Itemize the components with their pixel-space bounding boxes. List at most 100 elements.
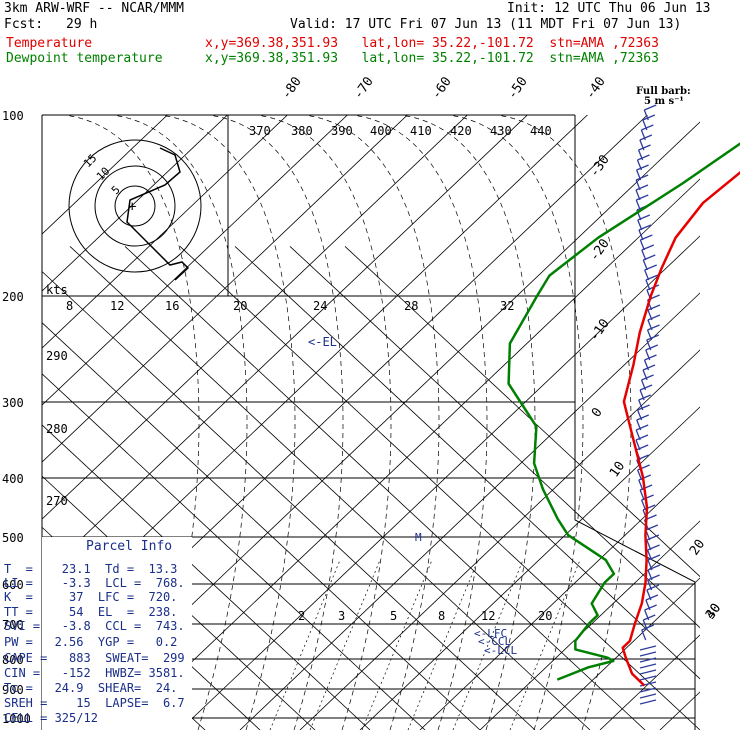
isotherm-label: 0 xyxy=(589,405,606,420)
wind-barb xyxy=(647,544,660,551)
moist-adiabat xyxy=(174,115,344,730)
wind-barb xyxy=(638,229,644,241)
isotherm-label: -40 xyxy=(583,74,609,102)
pressure-label: 200 xyxy=(2,290,24,304)
dry-adiabat xyxy=(234,246,700,680)
theta-label: 410 xyxy=(410,124,432,138)
wind-barb xyxy=(639,687,657,693)
wind-barb xyxy=(647,554,661,561)
wind-barb xyxy=(638,144,651,151)
hodograph-ring xyxy=(114,185,156,227)
wind-barb xyxy=(642,114,656,121)
wind-barb xyxy=(635,194,649,201)
wind-barb xyxy=(638,479,644,491)
hodograph-ring-label: 5 xyxy=(109,183,123,197)
isotherm xyxy=(359,406,700,730)
pressure-label: 900 xyxy=(2,683,24,697)
moist-adiabat xyxy=(366,115,536,730)
wind-barb xyxy=(641,624,654,631)
wind-barb xyxy=(645,274,659,281)
wind-speed-scale-label: 12 xyxy=(110,299,124,313)
wind-barb xyxy=(647,574,660,581)
wind-barb xyxy=(647,564,661,571)
parcel-row: CIN = -152 HWBZ= 3581. xyxy=(4,666,185,680)
init-time: Init: 12 UTC Thu 06 Jun 13 xyxy=(507,1,711,16)
moist-adiabat xyxy=(78,115,248,730)
pressure-label: 300 xyxy=(2,396,24,410)
dry-adiabat xyxy=(42,475,316,730)
parcel-row: K = 37 LFC = 720. xyxy=(4,590,178,604)
isotherm-label: 40 xyxy=(703,601,724,622)
theta-label: 440 xyxy=(530,124,552,138)
barb-legend-units: 5 m s⁻¹ xyxy=(644,96,684,107)
barb-legend-title: Full barb: xyxy=(636,86,691,97)
isotherm xyxy=(42,115,348,406)
wind-speed-scale-label: 28 xyxy=(404,299,418,313)
parcel-info-box xyxy=(42,537,192,730)
forecast-hour: 29 h xyxy=(66,17,98,32)
isotherm-label: 20 xyxy=(687,537,708,558)
dry-adiabat xyxy=(289,246,700,629)
wind-barb xyxy=(645,594,659,601)
dewpoint-location: x,y=369.38,351.93 lat,lon= 35.22,-101.72… xyxy=(205,51,659,66)
wind-barb xyxy=(638,474,652,481)
wind-speed-scale-label: 16 xyxy=(165,299,179,313)
wind-barb xyxy=(639,663,657,669)
mixing-ratio-line xyxy=(309,559,381,730)
mixing-ratio-label: 3 xyxy=(338,609,345,623)
wind-barb xyxy=(642,259,648,271)
wind-barb xyxy=(635,174,649,181)
isotherm-label: 10 xyxy=(607,459,628,480)
theta-label: 400 xyxy=(370,124,392,138)
wind-barb xyxy=(644,269,650,281)
isotherm xyxy=(119,178,700,730)
theta-label: 430 xyxy=(490,124,512,138)
forecast-label: Fcst: xyxy=(4,17,44,32)
parcel-row: TT = 54 EL = 238. xyxy=(4,605,178,619)
wind-barb xyxy=(639,384,653,391)
parcel-row: PW = 2.56 YGP = 0.2 xyxy=(4,635,178,649)
moist-adiabat xyxy=(462,115,632,730)
wind-barb xyxy=(646,584,660,591)
wind-barb xyxy=(638,394,651,401)
wind-barb xyxy=(637,404,650,411)
wind-barb xyxy=(641,244,655,251)
hodograph-center: + xyxy=(128,199,136,215)
parcel-row: SREH = 15 LAPSE= 6.7 xyxy=(4,696,185,710)
wind-barb xyxy=(640,499,647,511)
isotherm xyxy=(239,292,700,730)
wind-barb xyxy=(642,364,656,371)
dry-adiabat xyxy=(42,270,536,730)
wind-barb xyxy=(645,344,658,351)
isotherm-label: -70 xyxy=(351,74,377,102)
wind-barb xyxy=(642,504,656,511)
wind-barb xyxy=(641,494,654,501)
wind-barb xyxy=(639,239,645,251)
dry-adiabat xyxy=(179,246,700,730)
parcel-row: Tc = 24.9 SHEAR= 24. xyxy=(4,681,178,695)
wind-barb xyxy=(644,104,657,111)
isotherm xyxy=(42,115,228,292)
wind-barb xyxy=(646,334,660,341)
pressure-label: 1000 xyxy=(2,712,31,726)
theta-label: 420 xyxy=(450,124,472,138)
wind-barb xyxy=(643,254,656,261)
mixing-ratio-line xyxy=(407,559,479,730)
wind-barb xyxy=(636,164,649,171)
wind-barb xyxy=(635,184,649,191)
isotherm xyxy=(42,115,288,349)
wind-barb xyxy=(639,651,657,657)
wind-barb xyxy=(641,374,654,381)
moist-adiabat xyxy=(318,115,488,730)
temperature-legend: Temperature xyxy=(6,36,93,51)
isotherm-label: -30 xyxy=(587,152,613,180)
isotherm xyxy=(479,520,700,730)
wind-barb xyxy=(636,414,649,421)
wind-barb xyxy=(646,534,660,541)
wind-barb xyxy=(647,324,660,331)
dry-adiabat xyxy=(344,246,700,578)
isotherm xyxy=(299,349,700,730)
isotherm-label: 30 xyxy=(703,601,724,622)
theta-label: 280 xyxy=(46,422,68,436)
